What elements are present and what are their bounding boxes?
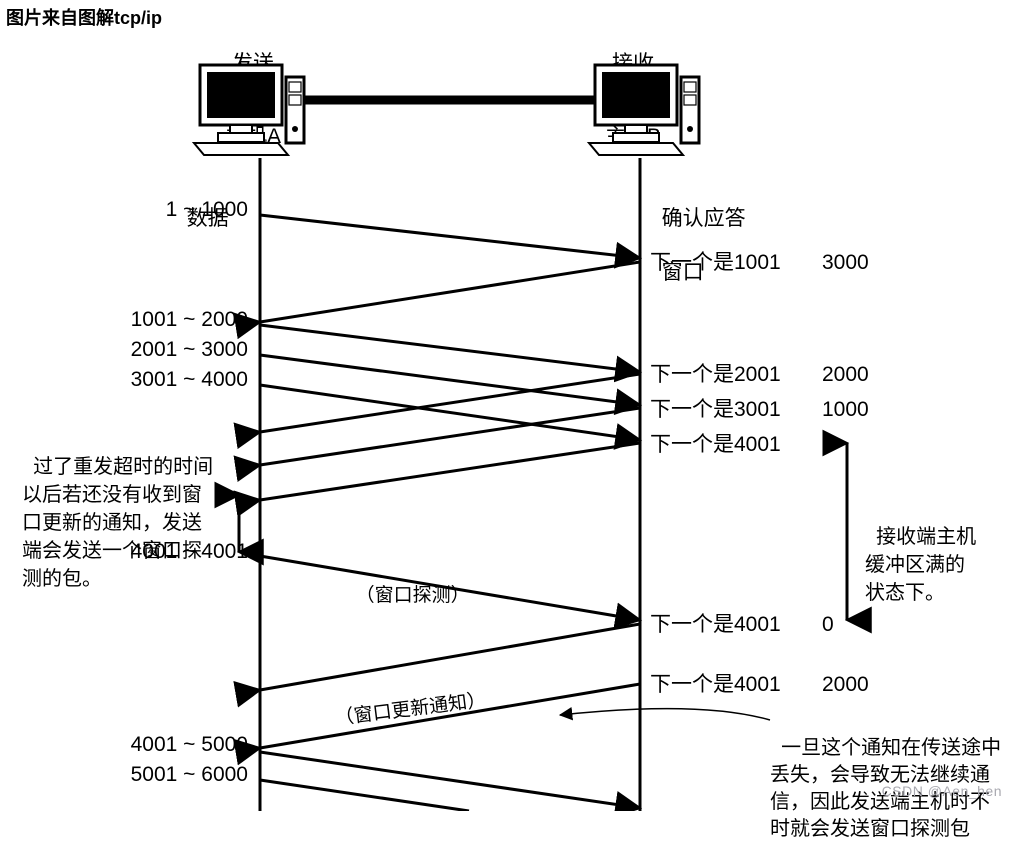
computer-a-icon (194, 65, 304, 155)
right-ack-row: 下一个是1001 3000 (650, 246, 869, 276)
left-data-label: 3001 ~ 4000 (131, 368, 248, 392)
ack-text: 下一个是1001 (650, 246, 800, 276)
left-data-label: 4001 ~ 5000 (131, 733, 248, 757)
message-arrow (260, 215, 640, 258)
win-text: 1000 (822, 398, 869, 421)
message-arrow (260, 443, 640, 500)
win-text: 2000 (822, 673, 869, 696)
right-ack-row: 下一个是4001 0 (650, 608, 834, 638)
win-text: 0 (822, 613, 834, 636)
header-ack-text: 确认应答 (662, 207, 746, 230)
right-ack-row: 下一个是4001 0 (650, 428, 834, 458)
watermark: CSDN @Aen_hen (882, 783, 1002, 799)
message-arrow (260, 262, 640, 322)
message-arrow (260, 325, 640, 372)
watermark-text: CSDN @Aen_hen (882, 783, 1002, 799)
left-note: 过了重发超时的时间 以后若还没有收到窗 口更新的通知，发送 端会发送一个窗口探 … (22, 425, 213, 593)
message-arrow (260, 408, 640, 465)
probe-label-text: （窗口探测） (356, 585, 470, 606)
ack-text: 下一个是4001 (650, 668, 800, 698)
left-data-label: 1001 ~ 2000 (131, 308, 248, 332)
right-ack-row: 下一个是2001 2000 (650, 358, 869, 388)
right-ack-row: 下一个是3001 1000 (650, 393, 869, 423)
left-data-label: 5001 ~ 6000 (131, 763, 248, 787)
ack-text: 下一个是2001 (650, 358, 800, 388)
message-arrow (260, 780, 469, 811)
ack-text: 下一个是4001 (650, 608, 800, 638)
left-note-text: 过了重发超时的时间 以后若还没有收到窗 口更新的通知，发送 端会发送一个窗口探 … (22, 456, 213, 590)
ack-text: 下一个是3001 (650, 393, 800, 423)
win-text: 2000 (822, 363, 869, 386)
left-data-label: 2001 ~ 3000 (131, 338, 248, 362)
message-arrow (260, 385, 640, 440)
win-text: 0 (822, 433, 834, 456)
message-arrows (260, 215, 640, 811)
ack-text: 下一个是4001 (650, 428, 800, 458)
probe-label: （窗口探测） (345, 558, 470, 607)
right-note-1: 接收端主机 缓冲区满的 状态下。 (865, 495, 976, 607)
right-note-2: 一旦这个通知在传送途中 丢失，会导致无法继续通 信，因此发送端主机时不 时就会发… (770, 708, 1001, 843)
left-data-label: 1 ~ 1000 (166, 198, 248, 222)
message-arrow (260, 752, 640, 808)
message-arrow (260, 374, 640, 432)
right-note-1-text: 接收端主机 缓冲区满的 状态下。 (865, 526, 976, 604)
message-arrow (260, 355, 640, 405)
computer-b-icon (589, 65, 699, 155)
callout-curve (560, 709, 770, 720)
right-ack-row: 下一个是4001 2000 (650, 668, 869, 698)
win-text: 3000 (822, 251, 869, 274)
